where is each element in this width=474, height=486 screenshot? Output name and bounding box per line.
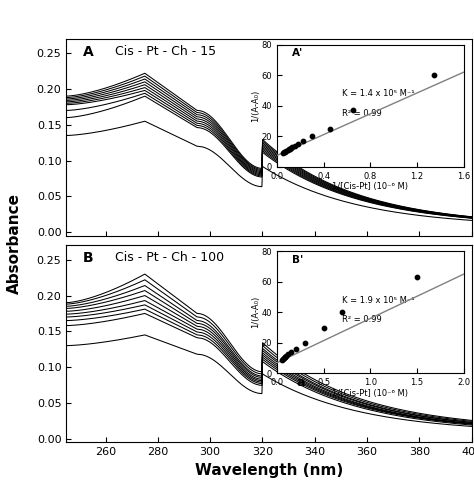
Text: A': A' — [292, 49, 303, 58]
Point — [294, 140, 302, 148]
Point — [291, 142, 298, 150]
Text: a: a — [296, 377, 305, 389]
Text: A: A — [82, 45, 93, 59]
X-axis label: 1/[Cis-Pt] (10⁻⁶ M): 1/[Cis-Pt] (10⁻⁶ M) — [332, 389, 408, 398]
Text: R² = 0.99: R² = 0.99 — [342, 108, 382, 118]
Point — [320, 324, 328, 331]
X-axis label: Wavelength (nm): Wavelength (nm) — [195, 463, 343, 478]
Point — [413, 274, 421, 281]
Text: Cis - Pt - Ch - 15: Cis - Pt - Ch - 15 — [115, 45, 216, 58]
Point — [281, 353, 288, 361]
Point — [289, 143, 296, 151]
Point — [284, 146, 292, 154]
Point — [349, 106, 356, 114]
Point — [284, 350, 292, 358]
Point — [308, 132, 316, 140]
Text: B: B — [82, 251, 93, 265]
Point — [282, 148, 289, 156]
Text: i: i — [296, 77, 301, 90]
Text: K = 1.9 x 10⁵ M⁻¹: K = 1.9 x 10⁵ M⁻¹ — [342, 295, 415, 305]
Point — [279, 149, 287, 157]
Text: i: i — [296, 305, 301, 318]
Point — [282, 353, 289, 361]
Point — [283, 352, 290, 360]
Point — [292, 345, 300, 353]
Point — [287, 348, 295, 356]
Point — [430, 71, 438, 79]
Text: R² = 0.99: R² = 0.99 — [342, 315, 382, 324]
Point — [278, 356, 285, 364]
Text: Cis - Pt - Ch - 100: Cis - Pt - Ch - 100 — [115, 251, 224, 264]
Point — [283, 147, 290, 155]
Point — [301, 339, 309, 347]
Text: Absorbance: Absorbance — [7, 192, 22, 294]
Point — [326, 125, 333, 133]
Point — [287, 144, 295, 152]
Y-axis label: 1/(A-A₀): 1/(A-A₀) — [251, 90, 260, 122]
Point — [286, 145, 294, 153]
Point — [280, 148, 288, 156]
Point — [280, 354, 287, 362]
Text: B': B' — [292, 255, 303, 265]
Text: K = 1.4 x 10⁵ M⁻¹: K = 1.4 x 10⁵ M⁻¹ — [342, 89, 415, 98]
Point — [299, 137, 307, 145]
Point — [338, 309, 346, 316]
Point — [279, 355, 286, 363]
Point — [285, 145, 292, 153]
Y-axis label: 1/(A-A₀): 1/(A-A₀) — [251, 296, 260, 329]
Text: a: a — [296, 121, 305, 134]
X-axis label: 1/[Cis-Pt] (10⁻⁶ M): 1/[Cis-Pt] (10⁻⁶ M) — [332, 182, 408, 191]
